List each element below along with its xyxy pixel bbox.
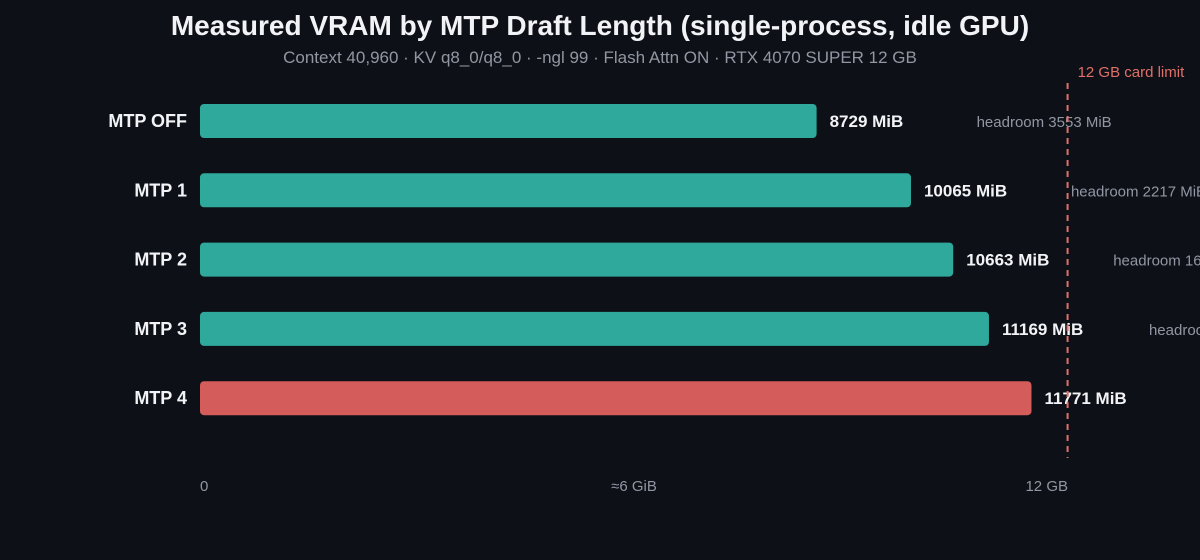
value-label: 10065 MiB xyxy=(924,181,1007,200)
value-label: 10663 MiB xyxy=(966,251,1049,270)
bar xyxy=(200,173,911,208)
chart-subtitle: Context 40,960 · KV q8_0/q8_0 · -ngl 99 … xyxy=(283,48,917,67)
card-limit-label: 12 GB card limit xyxy=(1078,64,1186,81)
headroom-label: headroom 3553 MiB xyxy=(977,114,1112,131)
headroom-label: headroom 2217 MiB xyxy=(1071,183,1200,200)
headroom-label: headroom 1113 MiB xyxy=(1149,322,1200,339)
bar xyxy=(200,311,989,346)
headroom-label: headroom 1619 MiB xyxy=(1113,253,1200,270)
value-label: 11771 MiB xyxy=(1044,389,1126,408)
x-tick-label: 12 GB xyxy=(1025,478,1068,495)
category-label: MTP 2 xyxy=(134,250,187,270)
value-label: 8729 MiB xyxy=(830,112,904,131)
value-label: 11169 MiB xyxy=(1002,320,1083,339)
chart-title: Measured VRAM by MTP Draft Length (singl… xyxy=(170,10,1030,41)
x-tick-label: 0 xyxy=(200,478,208,495)
bar xyxy=(200,242,954,277)
category-label: MTP OFF xyxy=(108,111,187,131)
bar xyxy=(200,104,817,138)
bar xyxy=(200,381,1032,416)
category-label: MTP 1 xyxy=(134,180,187,200)
category-label: MTP 4 xyxy=(134,388,187,408)
category-label: MTP 3 xyxy=(134,319,187,339)
x-tick-label: ≈6 GiB xyxy=(611,478,657,495)
